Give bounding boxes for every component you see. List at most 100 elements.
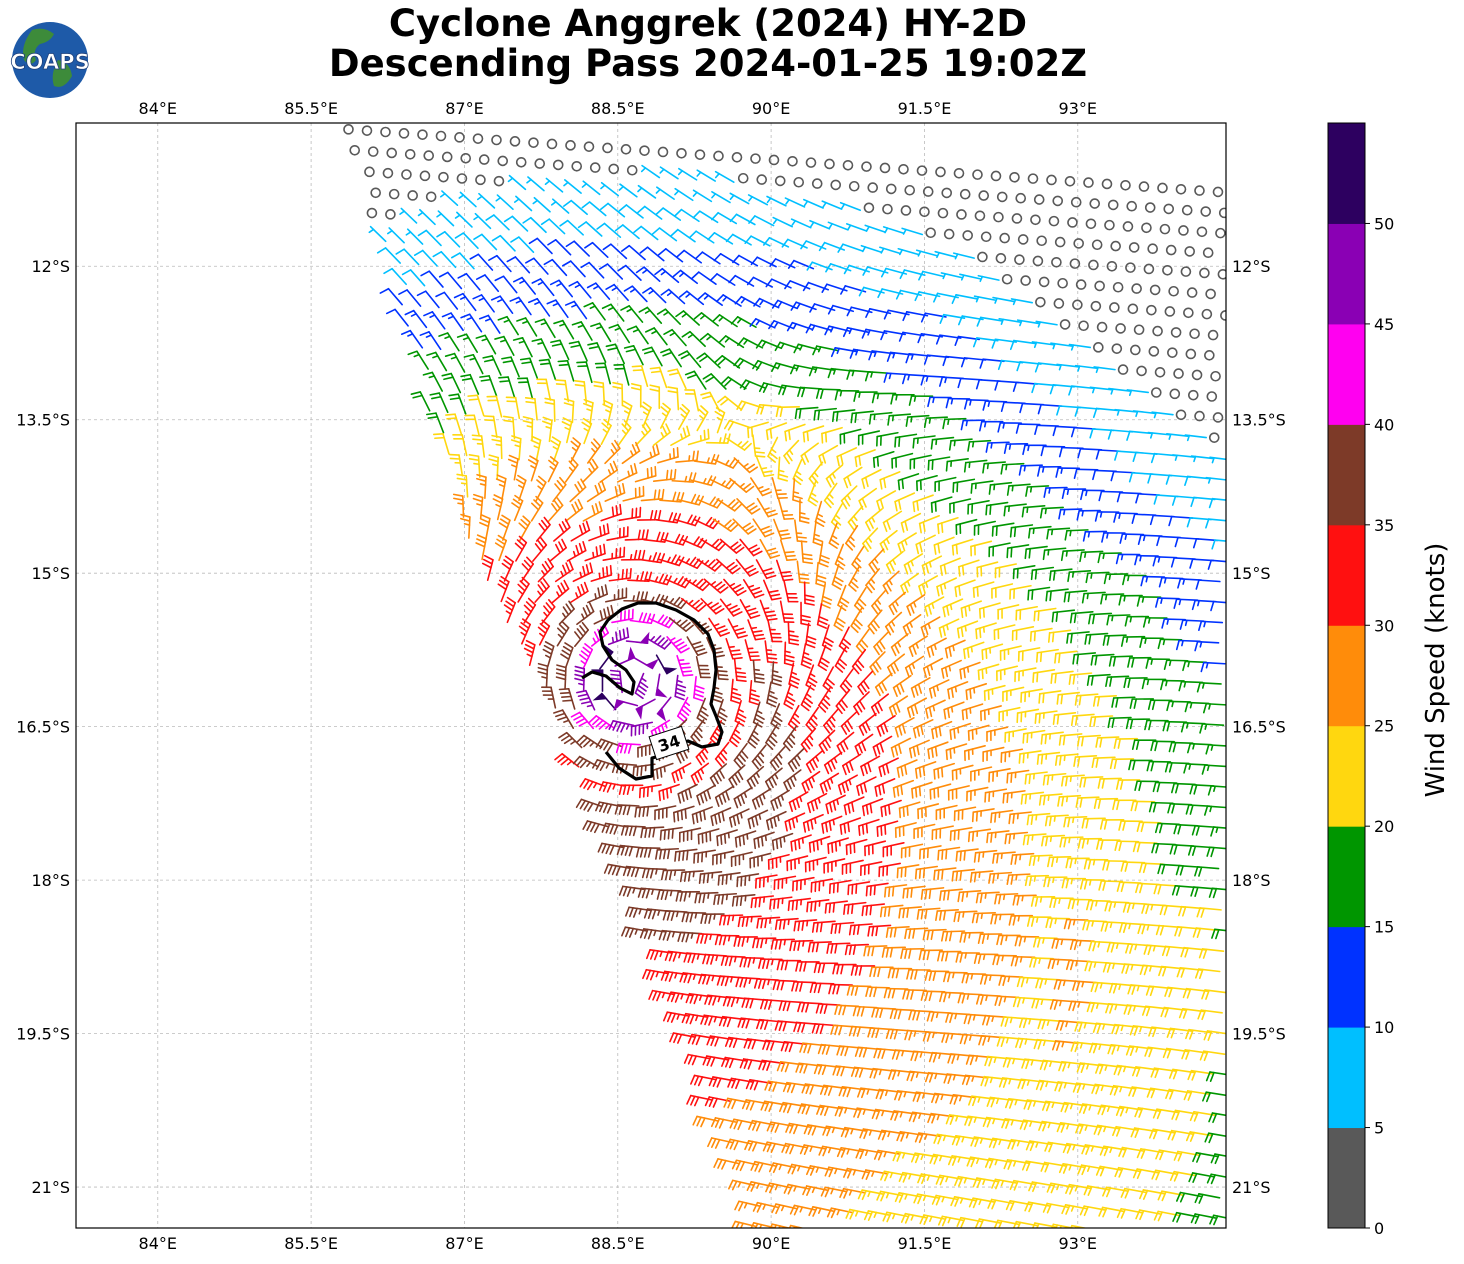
wind-barb <box>808 366 835 377</box>
wind-barb <box>549 538 567 562</box>
wind-barb <box>1080 489 1105 501</box>
wind-barb <box>933 536 955 555</box>
wind-barb <box>1205 518 1226 529</box>
wind-barb <box>1130 344 1141 356</box>
lat-tick-left-1: 13.5°S <box>16 411 70 430</box>
wind-barb <box>620 144 632 155</box>
wind-barb <box>659 402 671 429</box>
wind-barb <box>649 384 661 410</box>
wind-barb <box>915 249 938 257</box>
wind-barb <box>510 435 522 461</box>
wind-barb <box>865 568 881 594</box>
wind-barb <box>559 219 584 236</box>
wind-barb <box>737 172 749 184</box>
wind-barb <box>705 433 731 444</box>
wind-barb <box>425 191 437 203</box>
colorbar-tick-9: 45 <box>1374 315 1394 334</box>
wind-barb <box>923 354 950 365</box>
wind-barb <box>1010 298 1034 306</box>
wind-barb <box>651 227 678 242</box>
wind-barb <box>1009 584 1032 600</box>
lon-tick-bottom-4: 90°E <box>752 1234 790 1253</box>
wind-barb <box>998 317 1021 325</box>
wind-barb <box>963 399 989 410</box>
wind-barb <box>439 190 459 207</box>
wind-barb <box>891 452 914 469</box>
wind-barb <box>454 132 465 143</box>
wind-barb <box>1151 411 1174 419</box>
wind-barb <box>640 488 665 502</box>
wind-barb <box>1092 469 1118 481</box>
wind-barb <box>452 434 468 457</box>
wind-barb <box>790 218 812 229</box>
wind-barb <box>627 571 653 583</box>
wind-barb <box>602 142 613 154</box>
wind-barb <box>542 416 553 443</box>
wind-barb <box>612 381 624 407</box>
wind-barb <box>864 370 891 382</box>
lon-tick-top-0: 84°E <box>139 99 177 118</box>
wind-barb <box>1095 449 1121 460</box>
wind-barb <box>991 583 1014 599</box>
wind-barb <box>716 498 743 512</box>
wind-barb <box>732 254 759 267</box>
wind-barb <box>1159 223 1171 235</box>
wind-barb <box>1038 276 1050 288</box>
wind-barb <box>1089 386 1113 394</box>
wind-barb <box>1173 598 1199 609</box>
wind-barb <box>482 355 502 376</box>
wind-barb <box>834 389 860 401</box>
wind-barb <box>847 505 864 531</box>
wind-barb <box>779 539 797 562</box>
wind-barb <box>526 176 545 192</box>
wind-barb <box>636 509 662 521</box>
wind-barb <box>985 501 1009 516</box>
wind-barb <box>485 214 510 231</box>
wind-barb <box>605 283 629 302</box>
wind-barb <box>512 276 536 295</box>
wind-barb <box>600 202 626 218</box>
wind-barb <box>460 513 471 539</box>
wind-barb <box>1074 406 1100 417</box>
wind-barb <box>1003 503 1027 517</box>
wind-barb <box>507 454 519 481</box>
wind-barb <box>1035 296 1046 308</box>
wind-barb <box>752 434 766 458</box>
wind-barb <box>565 240 590 257</box>
wind-barb <box>635 421 652 447</box>
wind-barb <box>491 134 502 146</box>
wind-barb <box>839 201 862 212</box>
wind-barb <box>1075 279 1087 290</box>
wind-barb <box>1126 389 1150 396</box>
colorbar-bin-3 <box>1328 826 1365 928</box>
wind-barb <box>546 138 558 150</box>
wind-barb <box>405 228 424 245</box>
wind-barb <box>1174 536 1200 548</box>
wind-barb <box>1168 285 1179 297</box>
wind-barb <box>750 153 761 164</box>
wind-barb <box>530 495 544 522</box>
wind-barb <box>452 493 465 518</box>
wind-barb <box>1056 363 1079 371</box>
wind-barb <box>491 234 516 252</box>
wind-barb <box>681 330 706 348</box>
wind-barb <box>848 180 860 192</box>
wind-barb <box>432 250 457 269</box>
wind-barb <box>536 378 552 401</box>
wind-barb <box>967 499 990 515</box>
wind-barb <box>436 230 461 248</box>
wind-barb <box>684 578 711 592</box>
wind-barb <box>994 563 1017 579</box>
wind-barb <box>660 288 686 305</box>
wind-barb <box>534 318 556 339</box>
wind-barb <box>1012 381 1039 392</box>
colorbar-label: Wind Speed (knots) <box>1418 420 1454 920</box>
wind-barb <box>823 482 838 509</box>
wind-barb <box>386 147 398 159</box>
colorbar-tick-3: 15 <box>1374 918 1394 937</box>
wind-barb <box>494 534 507 562</box>
wind-barb <box>771 477 788 499</box>
wind-barb <box>554 560 574 583</box>
colorbar-bin-2 <box>1328 926 1365 1028</box>
colorbar-tick-0: 0 <box>1374 1219 1384 1238</box>
